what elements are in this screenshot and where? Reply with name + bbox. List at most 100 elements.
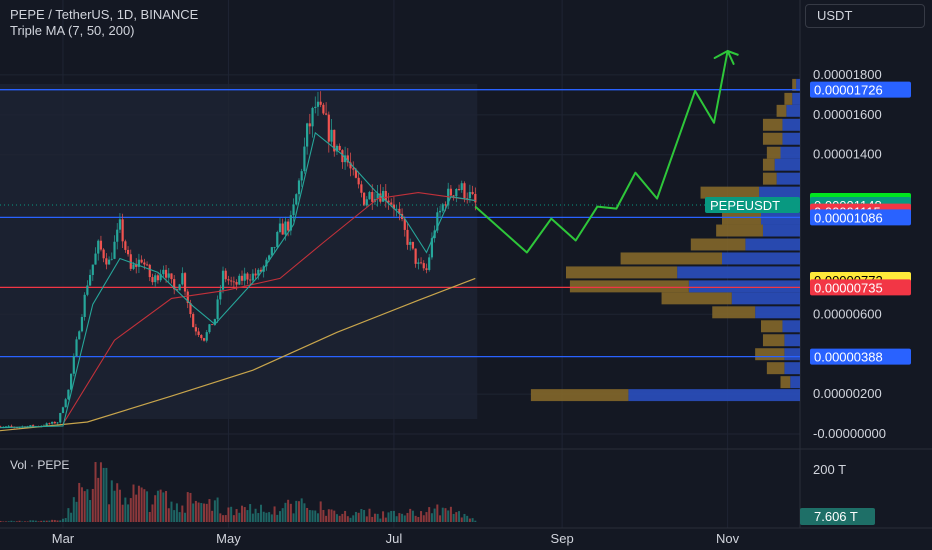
volume-bar-down	[26, 521, 29, 522]
volume-bar-up	[72, 497, 75, 522]
candle-down	[175, 289, 179, 291]
volume-bar-down	[167, 508, 170, 522]
candle-up	[69, 373, 73, 390]
price-label: 0.00001086	[814, 210, 883, 225]
volume-profile-up	[716, 224, 763, 237]
volume-bar-down	[439, 515, 442, 522]
volume-bar-up	[441, 507, 444, 522]
candle-down	[379, 193, 382, 202]
volume-bar-up	[21, 521, 24, 522]
volume-bar-up	[102, 467, 105, 522]
volume-bar-down	[135, 494, 138, 522]
volume-bar-down	[194, 500, 197, 522]
candle-down	[173, 279, 176, 290]
projection-path	[474, 50, 739, 254]
volume-bar-down	[165, 490, 168, 522]
candle-up	[132, 264, 135, 269]
volume-bar-down	[398, 513, 401, 522]
volume-profile-down	[782, 132, 800, 145]
candle-down	[230, 280, 233, 282]
volume-profile-down	[762, 224, 800, 237]
volume-bar-up	[260, 504, 262, 522]
candle-down	[449, 188, 453, 196]
candle-down	[287, 221, 290, 231]
volume-bar-up	[59, 520, 62, 522]
volume-bar-up	[395, 516, 398, 522]
candle-up	[118, 219, 122, 230]
volume-bar-down	[154, 495, 157, 522]
volume-bar-down	[56, 520, 59, 522]
candle-down	[135, 264, 138, 267]
volume-profile-down	[722, 252, 800, 265]
candle-up	[395, 208, 398, 210]
candle-up	[80, 316, 84, 332]
candle-down	[354, 169, 358, 178]
volume-bar-up	[390, 510, 393, 522]
candle-up	[110, 258, 113, 260]
y-tick-label: 0.00001600	[813, 107, 882, 122]
candle-down	[32, 425, 35, 427]
candle-up	[56, 422, 59, 424]
candle-up	[243, 273, 246, 281]
volume-bar-up	[281, 508, 284, 522]
volume-bar-down	[414, 515, 417, 522]
x-tick-label: Jul	[386, 531, 403, 546]
volume-bar-up	[110, 480, 113, 522]
volume-profile-down	[774, 158, 800, 171]
candle-down	[319, 101, 322, 105]
candle-down	[333, 129, 336, 152]
volume-bar-up	[447, 510, 450, 522]
currency-selector[interactable]: USDT	[805, 4, 925, 28]
candle-down	[227, 279, 230, 281]
volume-bar-up	[7, 521, 10, 522]
volume-bar-down	[227, 507, 230, 522]
volume-profile-down	[628, 389, 800, 402]
candle-up	[381, 190, 385, 202]
volume-bar-down	[224, 515, 227, 522]
volume-profile-up	[792, 78, 797, 91]
candle-up	[208, 324, 211, 333]
candle-down	[211, 324, 214, 326]
candle-down	[349, 162, 352, 169]
volume-bar-down	[297, 501, 300, 522]
volume-bar-down	[460, 517, 463, 522]
volume-bar-up	[452, 513, 455, 522]
candle-down	[145, 264, 149, 266]
volume-bar-down	[51, 519, 54, 522]
volume-bar-down	[449, 506, 452, 522]
volume-profile-down	[776, 172, 800, 185]
candle-down	[156, 275, 160, 281]
price-region-shade	[0, 84, 478, 419]
volume-profile-down	[731, 292, 800, 305]
volume-bar-up	[213, 500, 216, 522]
volume-bar-up	[146, 491, 149, 522]
volume-bar-up	[162, 492, 165, 522]
candle-down	[124, 241, 127, 250]
volume-bar-down	[108, 504, 111, 522]
volume-bar-up	[32, 520, 35, 522]
volume-bar-down	[420, 511, 423, 522]
volume-bar-down	[371, 516, 374, 522]
volume-bar-up	[42, 520, 45, 522]
volume-bar-up	[75, 501, 78, 522]
candle-down	[308, 123, 311, 127]
y-tick-label: 0.00001800	[813, 67, 882, 82]
volume-bar-down	[325, 515, 328, 522]
volume-bar-up	[178, 512, 181, 522]
candle-up	[289, 215, 292, 231]
volume-bar-down	[243, 507, 246, 522]
candle-down	[48, 423, 51, 425]
volume-bar-up	[276, 514, 279, 522]
candle-up	[86, 285, 89, 295]
volume-bar-up	[70, 512, 73, 522]
volume-profile-down	[782, 320, 800, 333]
volume-profile-up	[762, 172, 777, 185]
volume-bar-up	[127, 504, 130, 522]
projection-arrowhead	[713, 49, 735, 65]
candle-up	[113, 241, 116, 259]
candle-up	[97, 240, 100, 254]
volume-bar-up	[303, 503, 306, 522]
volume-bar-up	[376, 513, 379, 522]
candle-up	[116, 229, 119, 242]
volume-bar-down	[273, 506, 276, 522]
